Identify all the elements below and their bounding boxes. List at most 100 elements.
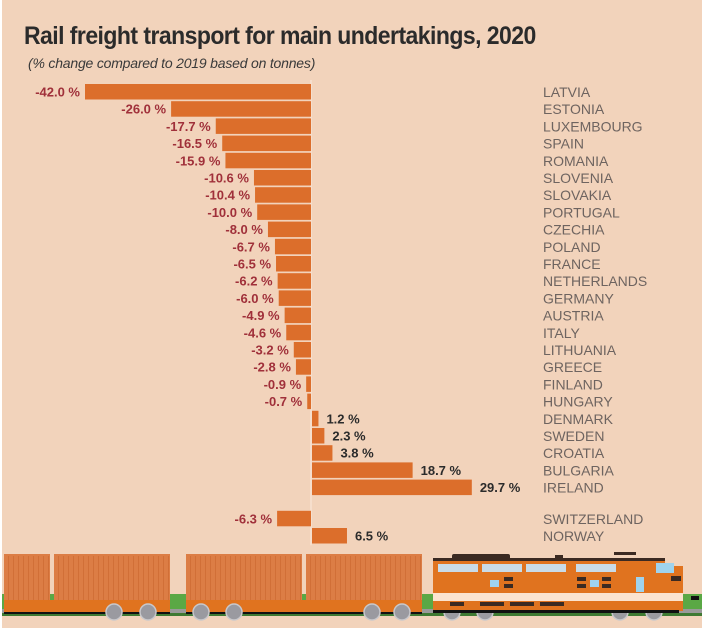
wheel: [192, 603, 210, 621]
data-label: -0.7 %: [265, 394, 303, 409]
bar-spain: [222, 135, 311, 152]
container-rib: [390, 556, 391, 600]
container-rib: [98, 556, 99, 600]
container-rib: [360, 556, 361, 600]
container-rib: [240, 556, 241, 600]
bar-poland: [274, 238, 311, 255]
container-rib: [395, 556, 396, 600]
container-rib: [83, 556, 84, 600]
wheel: [225, 603, 243, 621]
container-rib: [255, 556, 256, 600]
track-bed: [2, 613, 702, 616]
container-rib: [205, 556, 206, 600]
bar-latvia: [85, 84, 311, 100]
container-rib: [250, 556, 251, 600]
bar-luxembourg: [215, 118, 311, 134]
container-rib: [200, 556, 201, 600]
container-rib: [235, 556, 236, 600]
container-rib: [275, 556, 276, 600]
category-label: IRELAND: [543, 480, 604, 496]
container-rib: [153, 556, 154, 600]
container-rib: [88, 556, 89, 600]
data-label: -6.3 %: [235, 511, 273, 526]
bar-croatia: [312, 445, 333, 461]
data-label: -26.0 %: [121, 102, 166, 117]
container-rib: [23, 556, 24, 600]
container-rib: [63, 556, 64, 600]
data-label: -6.0 %: [236, 291, 274, 306]
container-rib: [295, 556, 296, 600]
bar-sweden: [312, 428, 325, 444]
container-rib: [73, 556, 74, 600]
category-label: PORTUGAL: [543, 204, 620, 220]
category-label: LATVIA: [543, 84, 591, 100]
container-rib: [410, 556, 411, 600]
container-rib: [43, 556, 44, 600]
data-label: 18.7 %: [421, 463, 462, 478]
data-label: 6.5 %: [355, 529, 389, 544]
category-label: FRANCE: [543, 256, 601, 272]
container-rib: [163, 556, 164, 600]
data-label: -6.2 %: [235, 274, 273, 289]
locomotive-window: [482, 564, 522, 572]
container-rib: [195, 556, 196, 600]
bar-slovakia: [255, 187, 311, 203]
container-rib: [285, 556, 286, 600]
container-rib: [103, 556, 104, 600]
data-label: -6.7 %: [232, 239, 270, 254]
bar-romania: [225, 152, 311, 169]
data-label: -4.6 %: [244, 325, 282, 340]
category-label: SLOVENIA: [543, 170, 614, 186]
container-rib: [158, 556, 159, 600]
container-rib: [300, 556, 301, 600]
data-label: -42.0 %: [35, 85, 80, 100]
bar-bulgaria: [312, 462, 413, 478]
bar-lithuania: [293, 342, 311, 358]
data-labels-group: -42.0 % -26.0 %-17.7 % -16.5 % -15.9 % -10.6…: [35, 85, 521, 544]
container-rib: [38, 556, 39, 600]
container-rib: [270, 556, 271, 600]
data-label: -10.0 %: [207, 205, 252, 220]
bar-italy: [286, 324, 311, 341]
bar-norway: [312, 528, 347, 544]
bar-ireland: [312, 479, 472, 496]
bar-austria: [284, 307, 311, 324]
category-label: LITHUANIA: [543, 342, 617, 358]
bar-czechia: [267, 221, 311, 238]
container-rib: [320, 556, 321, 600]
container-rib: [265, 556, 266, 600]
chart-title: Rail freight transport for main undertak…: [24, 22, 536, 50]
bar-estonia: [171, 101, 311, 117]
container-rib: [350, 556, 351, 600]
locomotive-window: [576, 564, 616, 572]
locomotive-window: [438, 564, 478, 572]
wheel: [393, 603, 411, 621]
container-rib: [400, 556, 401, 600]
locomotive-window: [526, 564, 566, 572]
container-rib: [420, 556, 421, 600]
container-rib: [280, 556, 281, 600]
locomotive-windows: [438, 564, 616, 572]
category-label: GREECE: [543, 359, 602, 375]
data-label: 1.2 %: [326, 411, 360, 426]
container-rib: [215, 556, 216, 600]
container-rib: [245, 556, 246, 600]
data-label: -8.0 %: [225, 222, 263, 237]
category-label: SPAIN: [543, 136, 584, 152]
category-label: POLAND: [543, 239, 601, 255]
bars-group: [85, 84, 472, 544]
container-rib: [93, 556, 94, 600]
data-label: -4.9 %: [242, 308, 280, 323]
container-rib: [168, 556, 169, 600]
container-rib: [143, 556, 144, 600]
container-rib: [138, 556, 139, 600]
container-rib: [58, 556, 59, 600]
bar-netherlands: [277, 273, 311, 289]
container-rib: [118, 556, 119, 600]
freight-train-illustration: [2, 552, 702, 621]
wheel: [139, 603, 157, 621]
wheel: [105, 603, 123, 621]
container-rib: [315, 556, 316, 600]
container-rib: [220, 556, 221, 600]
